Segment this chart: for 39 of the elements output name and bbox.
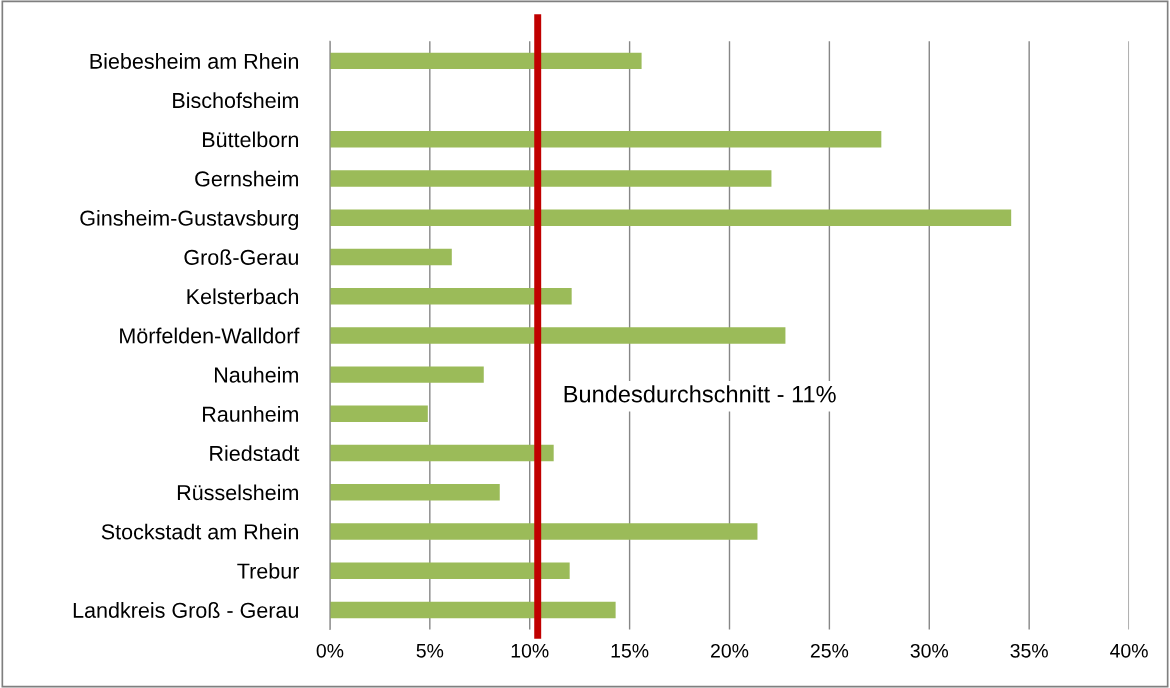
y-tick-label: Nauheim — [215, 366, 298, 383]
bar — [329, 562, 570, 579]
y-tick-label: Landkreis Groß - Gerau — [73, 602, 298, 618]
x-tick-label: 20% — [711, 643, 749, 658]
y-tick-label: Ginsheim-Gustavsburg — [80, 209, 299, 231]
x-tick-label: 35% — [1010, 643, 1048, 658]
bar — [329, 248, 452, 266]
y-tick-label: Stockstadt am Rhein — [101, 523, 298, 540]
x-tick-label: 15% — [611, 644, 649, 658]
bar — [329, 209, 1012, 226]
bar — [329, 601, 616, 619]
bar — [329, 52, 642, 70]
bar — [329, 444, 554, 462]
y-tick-label: Büttelborn — [203, 131, 298, 148]
bar — [329, 366, 484, 383]
y-tick-label: Rüsselsheim — [177, 484, 298, 501]
x-tick-label: 0% — [316, 643, 344, 658]
y-tick-label: Riedstadt — [210, 445, 300, 462]
x-tick-label: 40% — [1110, 643, 1148, 658]
y-tick-label: Raunheim — [203, 406, 298, 422]
ref-line-label: Bundesdurchschnitt - 11% — [564, 385, 836, 403]
y-tick-label: Trebur — [237, 562, 300, 579]
y-tick-label: Kelsterbach — [187, 288, 298, 305]
x-tick-label: 10% — [511, 643, 549, 658]
bar — [329, 287, 572, 305]
bar — [329, 170, 772, 187]
x-tick-label: 30% — [910, 643, 949, 658]
y-tick-label: Mörfelden-Walldorf — [120, 327, 300, 344]
bar — [329, 523, 758, 540]
bar — [329, 405, 428, 423]
y-tick-label: Groß-Gerau — [184, 249, 298, 265]
y-tick-label: Bischofsheim — [173, 92, 298, 109]
x-tick-label: 25% — [810, 643, 849, 658]
bar — [329, 327, 786, 344]
y-tick-label: Gernsheim — [195, 170, 298, 187]
bar — [329, 484, 500, 501]
bar — [329, 131, 882, 148]
y-tick-label: Biebesheim am Rhein — [90, 53, 298, 69]
x-tick-label: 5% — [416, 644, 444, 658]
